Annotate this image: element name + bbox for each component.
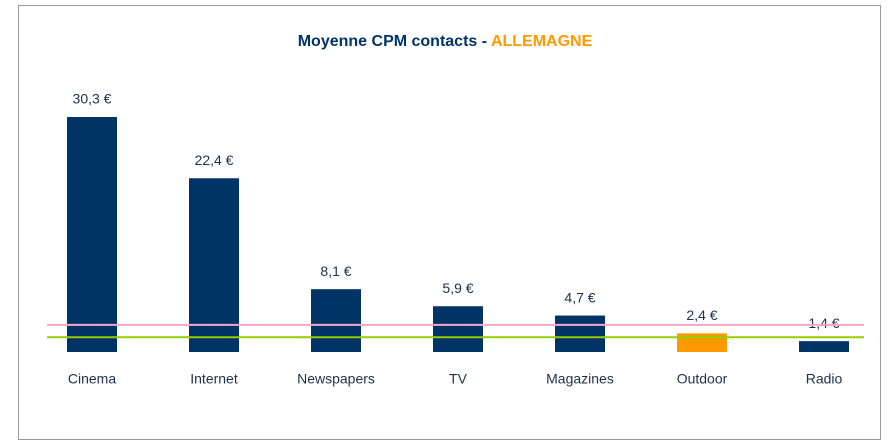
title-main: Moyenne CPM contacts - <box>298 33 487 50</box>
frame <box>18 5 881 440</box>
chart-title: Moyenne CPM contacts - ALLEMAGNE <box>298 33 593 50</box>
bar <box>433 306 483 352</box>
bar <box>799 341 849 352</box>
bar <box>311 289 361 352</box>
x-tick-label: Cinema <box>68 371 116 387</box>
bar <box>67 117 117 352</box>
bar <box>189 178 239 352</box>
value-label: 2,4 € <box>686 307 717 323</box>
x-tick-label: Outdoor <box>677 371 728 387</box>
x-tick-label: Newspapers <box>297 371 375 387</box>
value-label: 8,1 € <box>320 263 351 279</box>
bar <box>555 315 605 352</box>
bar <box>677 333 727 352</box>
x-tick-label: Magazines <box>546 371 614 387</box>
x-tick-label: Radio <box>806 371 843 387</box>
value-label: 30,3 € <box>73 91 112 107</box>
title-highlight: ALLEMAGNE <box>491 33 593 50</box>
value-label: 4,7 € <box>564 289 595 305</box>
value-label: 22,4 € <box>195 152 234 168</box>
x-tick-label: Internet <box>190 371 238 387</box>
x-tick-label: TV <box>449 371 468 387</box>
value-label: 5,9 € <box>442 280 473 296</box>
value-label: 1,4 € <box>808 315 839 331</box>
